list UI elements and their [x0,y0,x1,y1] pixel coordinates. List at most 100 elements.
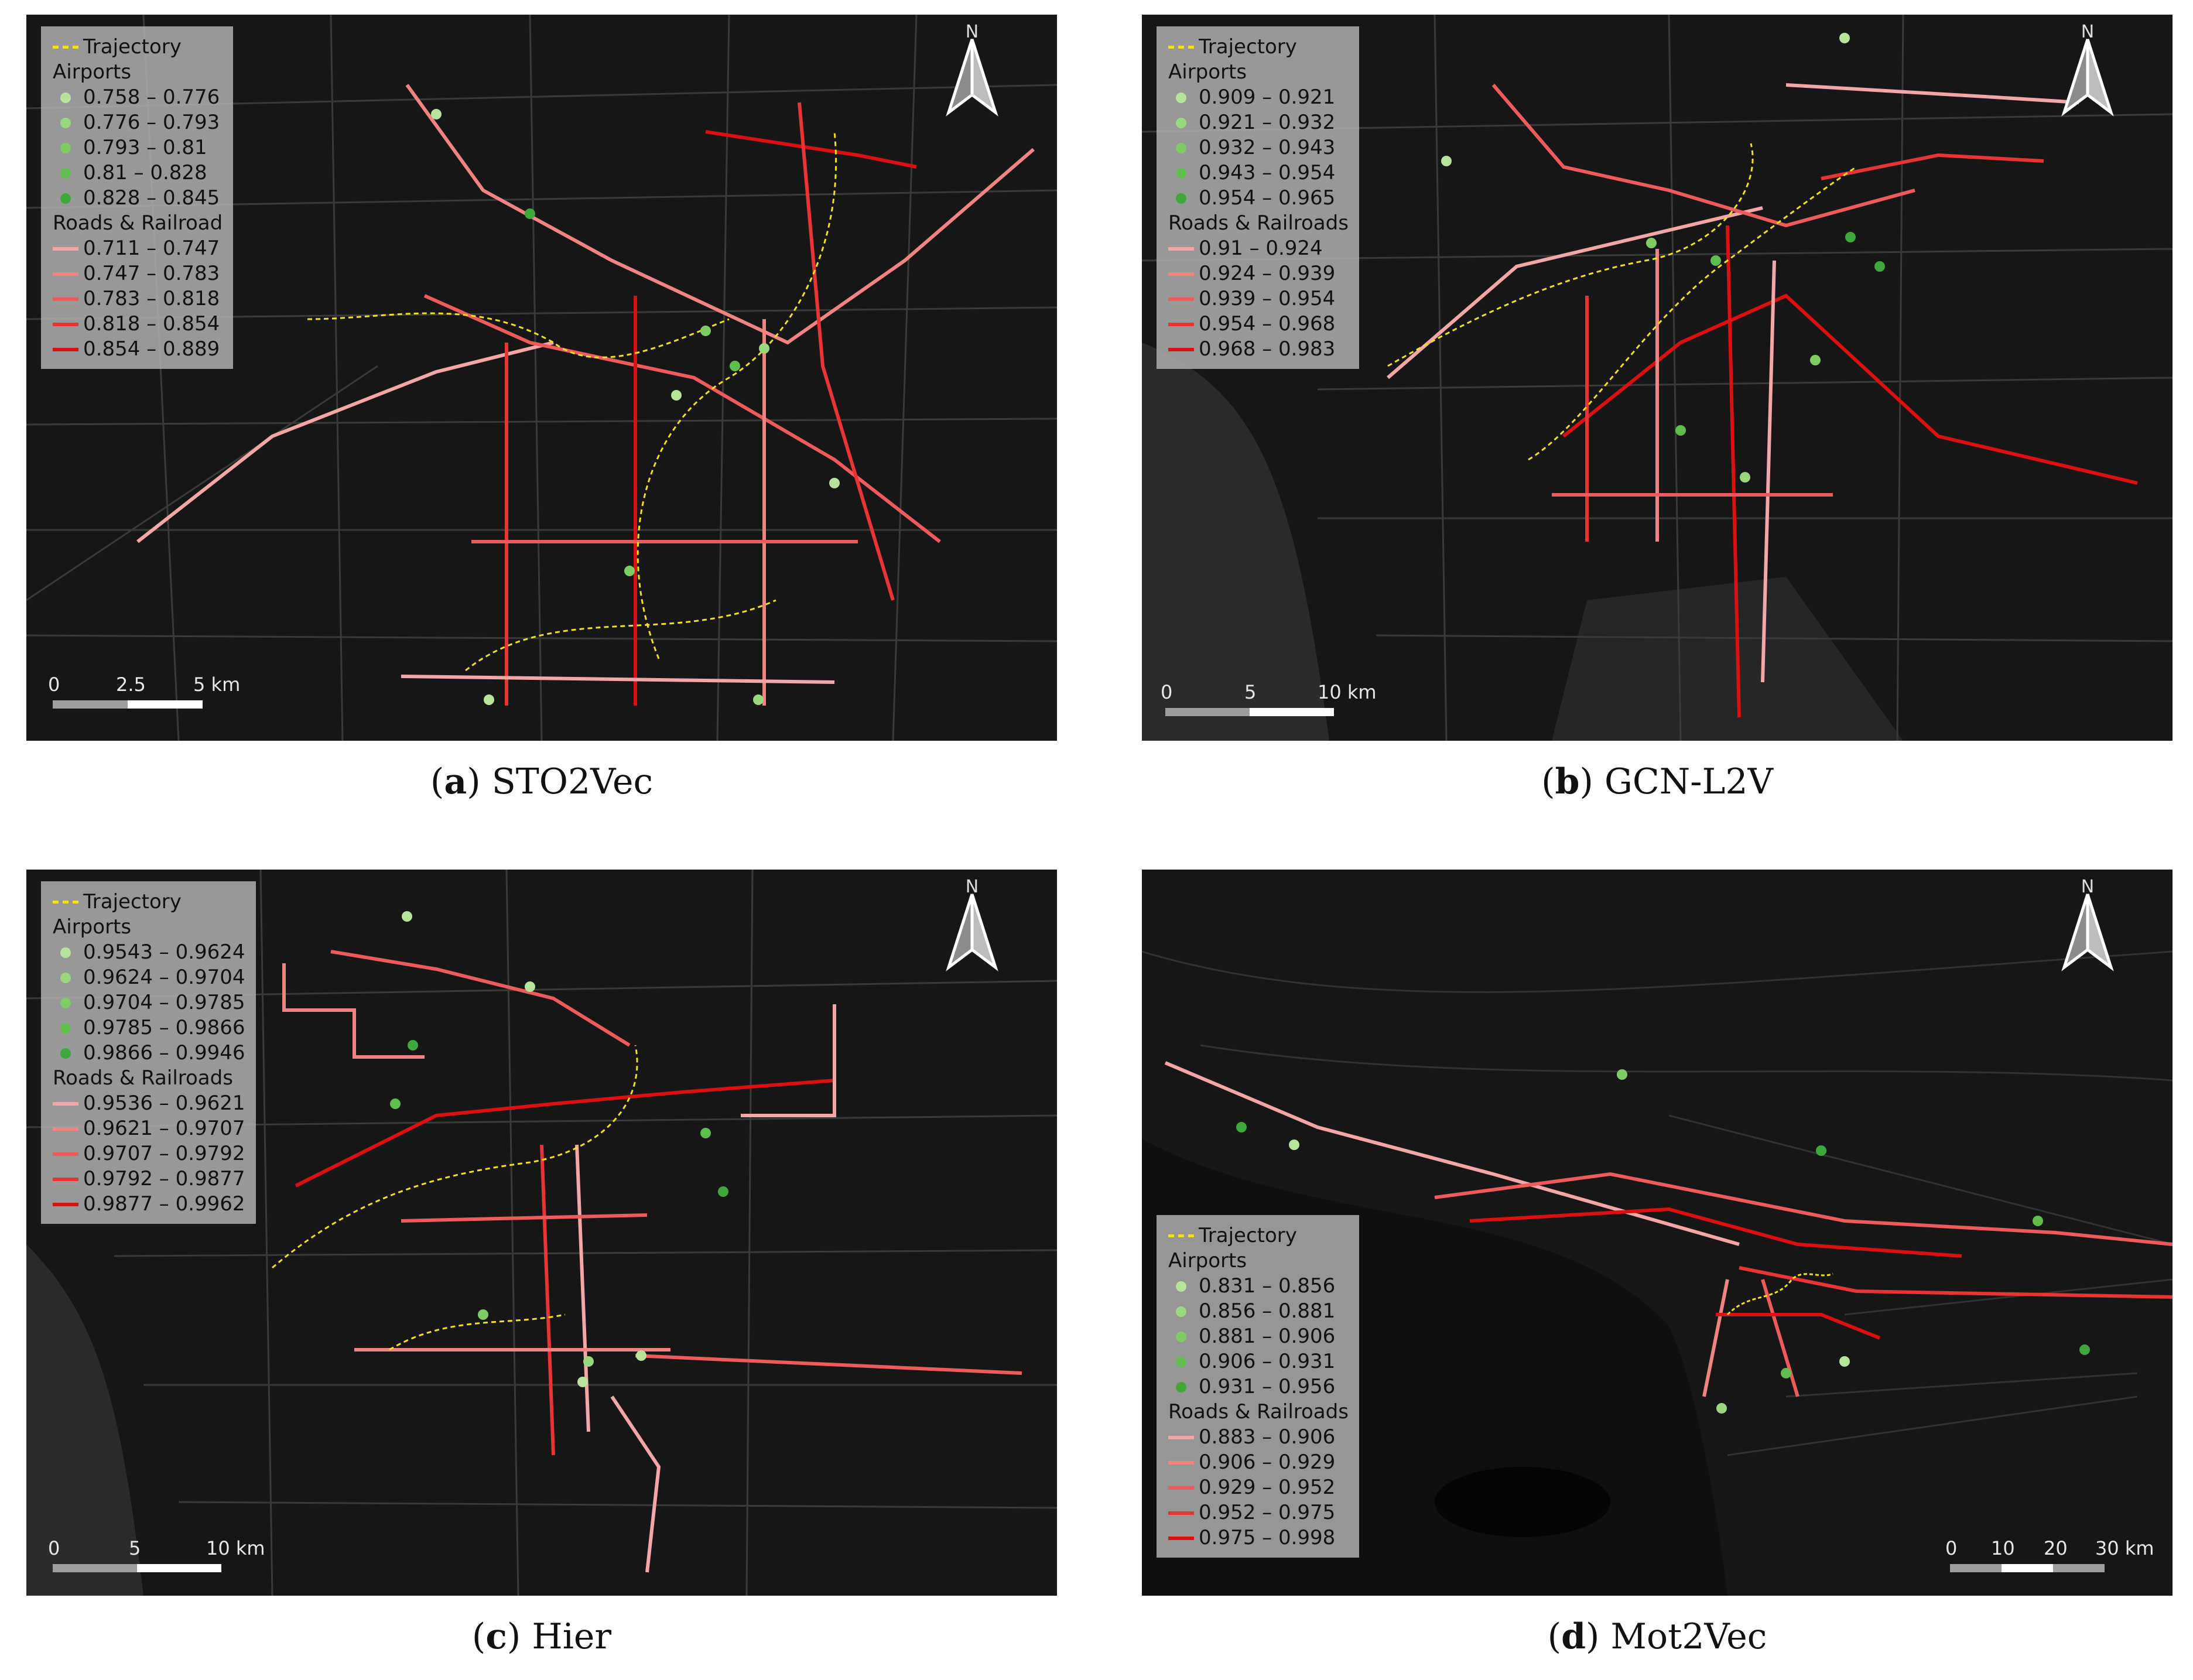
legend-road-class: 0.9536 – 0.9621 [83,1092,245,1115]
scale-label: 0 [48,1537,60,1559]
scale-label: 10 km [206,1537,265,1559]
map-b: Trajectory Airports 0.909 – 0.921 0.921 … [1142,15,2173,741]
road-swatch [53,1152,78,1156]
airport-swatch [1176,1281,1186,1292]
trajectory-swatch [1168,1234,1194,1237]
legend-roads-title: Roads & Railroads [1168,211,1349,235]
scale-label: 0 [1945,1537,1958,1559]
airport-swatch [60,997,71,1008]
road-swatch [1168,1486,1194,1490]
legend-airport-class: 0.828 – 0.845 [83,186,220,210]
airport-swatch [60,972,71,983]
map-a-canvas [26,15,1057,741]
legend-trajectory-label: Trajectory [83,35,182,59]
legend-road-class: 0.939 – 0.954 [1199,287,1336,310]
north-arrow-icon: N [940,877,1004,973]
legend-airport-class: 0.931 – 0.956 [1199,1375,1336,1398]
airport-swatch [1176,193,1186,204]
legend-airport-class: 0.758 – 0.776 [83,85,220,109]
airport-swatch [1176,142,1186,153]
trajectory-swatch [1168,46,1194,49]
legend-road-class: 0.9707 – 0.9792 [83,1142,245,1165]
caption-c: (c) Hier [471,1616,612,1657]
map-c-canvas [26,870,1057,1596]
legend-airports-title: Airports [1168,60,1247,84]
legend-road-class: 0.968 – 0.983 [1199,337,1336,361]
trajectory-swatch [53,901,78,904]
road-swatch [53,1177,78,1181]
legend-c: Trajectory Airports 0.9543 – 0.9624 0.96… [41,881,256,1224]
caption-a: (a) STO2Vec [430,761,654,802]
road-swatch [53,1202,78,1206]
legend-b: Trajectory Airports 0.909 – 0.921 0.921 … [1157,26,1359,369]
legend-trajectory-label: Trajectory [83,890,182,913]
road-swatch [1168,1536,1194,1540]
legend-road-class: 0.9877 – 0.9962 [83,1192,245,1216]
legend-airport-class: 0.909 – 0.921 [1199,85,1336,109]
legend-roads-title: Roads & Railroads [53,1066,233,1090]
north-label: N [965,877,979,897]
north-arrow-icon: N [2055,22,2120,118]
road-swatch [1168,1511,1194,1515]
legend-road-class: 0.747 – 0.783 [83,262,220,285]
map-d: Trajectory Airports 0.831 – 0.856 0.856 … [1142,870,2173,1596]
legend-road-class: 0.9792 – 0.9877 [83,1167,245,1190]
legend-airport-class: 0.881 – 0.906 [1199,1325,1336,1348]
legend-airport-class: 0.793 – 0.81 [83,136,207,159]
legend-airport-class: 0.856 – 0.881 [1199,1299,1336,1323]
road-swatch [53,322,78,326]
road-swatch [1168,1460,1194,1465]
legend-road-class: 0.854 – 0.889 [83,337,220,361]
legend-road-class: 0.929 – 0.952 [1199,1476,1336,1499]
scale-bar: 0 5 10 km [48,1537,265,1578]
airport-swatch [60,1048,71,1059]
legend-a: Trajectory Airports 0.758 – 0.776 0.776 … [41,26,234,369]
airport-swatch [1176,1381,1186,1392]
legend-trajectory-label: Trajectory [1199,1224,1297,1247]
airport-swatch [1176,167,1186,179]
airport-swatch [1176,92,1186,103]
legend-roads-title: Roads & Railroad [53,211,223,235]
road-swatch [53,1101,78,1106]
scale-bar: 0 10 20 30 km [1945,1537,2154,1578]
road-swatch [1168,1435,1194,1439]
panel-d: Trajectory Airports 0.831 – 0.856 0.856 … [1142,870,2173,1678]
legend-airport-class: 0.932 – 0.943 [1199,136,1336,159]
legend-roads-title: Roads & Railroads [1168,1400,1349,1424]
airport-swatch [1176,1306,1186,1317]
legend-airports-title: Airports [53,915,132,939]
scale-label: 5 [1244,681,1257,703]
legend-airport-class: 0.921 – 0.932 [1199,111,1336,134]
north-label: N [2081,877,2095,897]
legend-road-class: 0.952 – 0.975 [1199,1501,1336,1524]
legend-road-class: 0.975 – 0.998 [1199,1526,1336,1549]
scale-label: 30 km [2095,1537,2154,1559]
legend-d: Trajectory Airports 0.831 – 0.856 0.856 … [1157,1215,1359,1558]
legend-road-class: 0.954 – 0.968 [1199,312,1336,336]
north-label: N [965,22,979,42]
legend-airport-class: 0.776 – 0.793 [83,111,220,134]
road-swatch [1168,297,1194,301]
scale-label: 2.5 [116,673,146,696]
map-a: Trajectory Airports 0.758 – 0.776 0.776 … [26,15,1057,741]
road-swatch [53,347,78,351]
airport-swatch [60,1022,71,1034]
trajectory-swatch [53,46,78,49]
legend-road-class: 0.9621 – 0.9707 [83,1117,245,1140]
legend-airports-title: Airports [1168,1249,1247,1272]
scale-label: 10 [1991,1537,2015,1559]
legend-airport-class: 0.943 – 0.954 [1199,161,1336,184]
scale-bar: 0 5 10 km [1161,681,1377,722]
airport-swatch [60,167,71,179]
north-label: N [2081,22,2095,42]
north-arrow-icon: N [940,22,1004,118]
scale-label: 0 [1161,681,1173,703]
legend-airport-class: 0.9704 – 0.9785 [83,991,245,1014]
road-swatch [53,272,78,276]
legend-road-class: 0.711 – 0.747 [83,237,220,260]
airport-swatch [1176,1356,1186,1367]
panel-b: Trajectory Airports 0.909 – 0.921 0.921 … [1142,15,2173,823]
road-swatch [53,1127,78,1131]
legend-road-class: 0.783 – 0.818 [83,287,220,310]
airport-swatch [60,142,71,153]
